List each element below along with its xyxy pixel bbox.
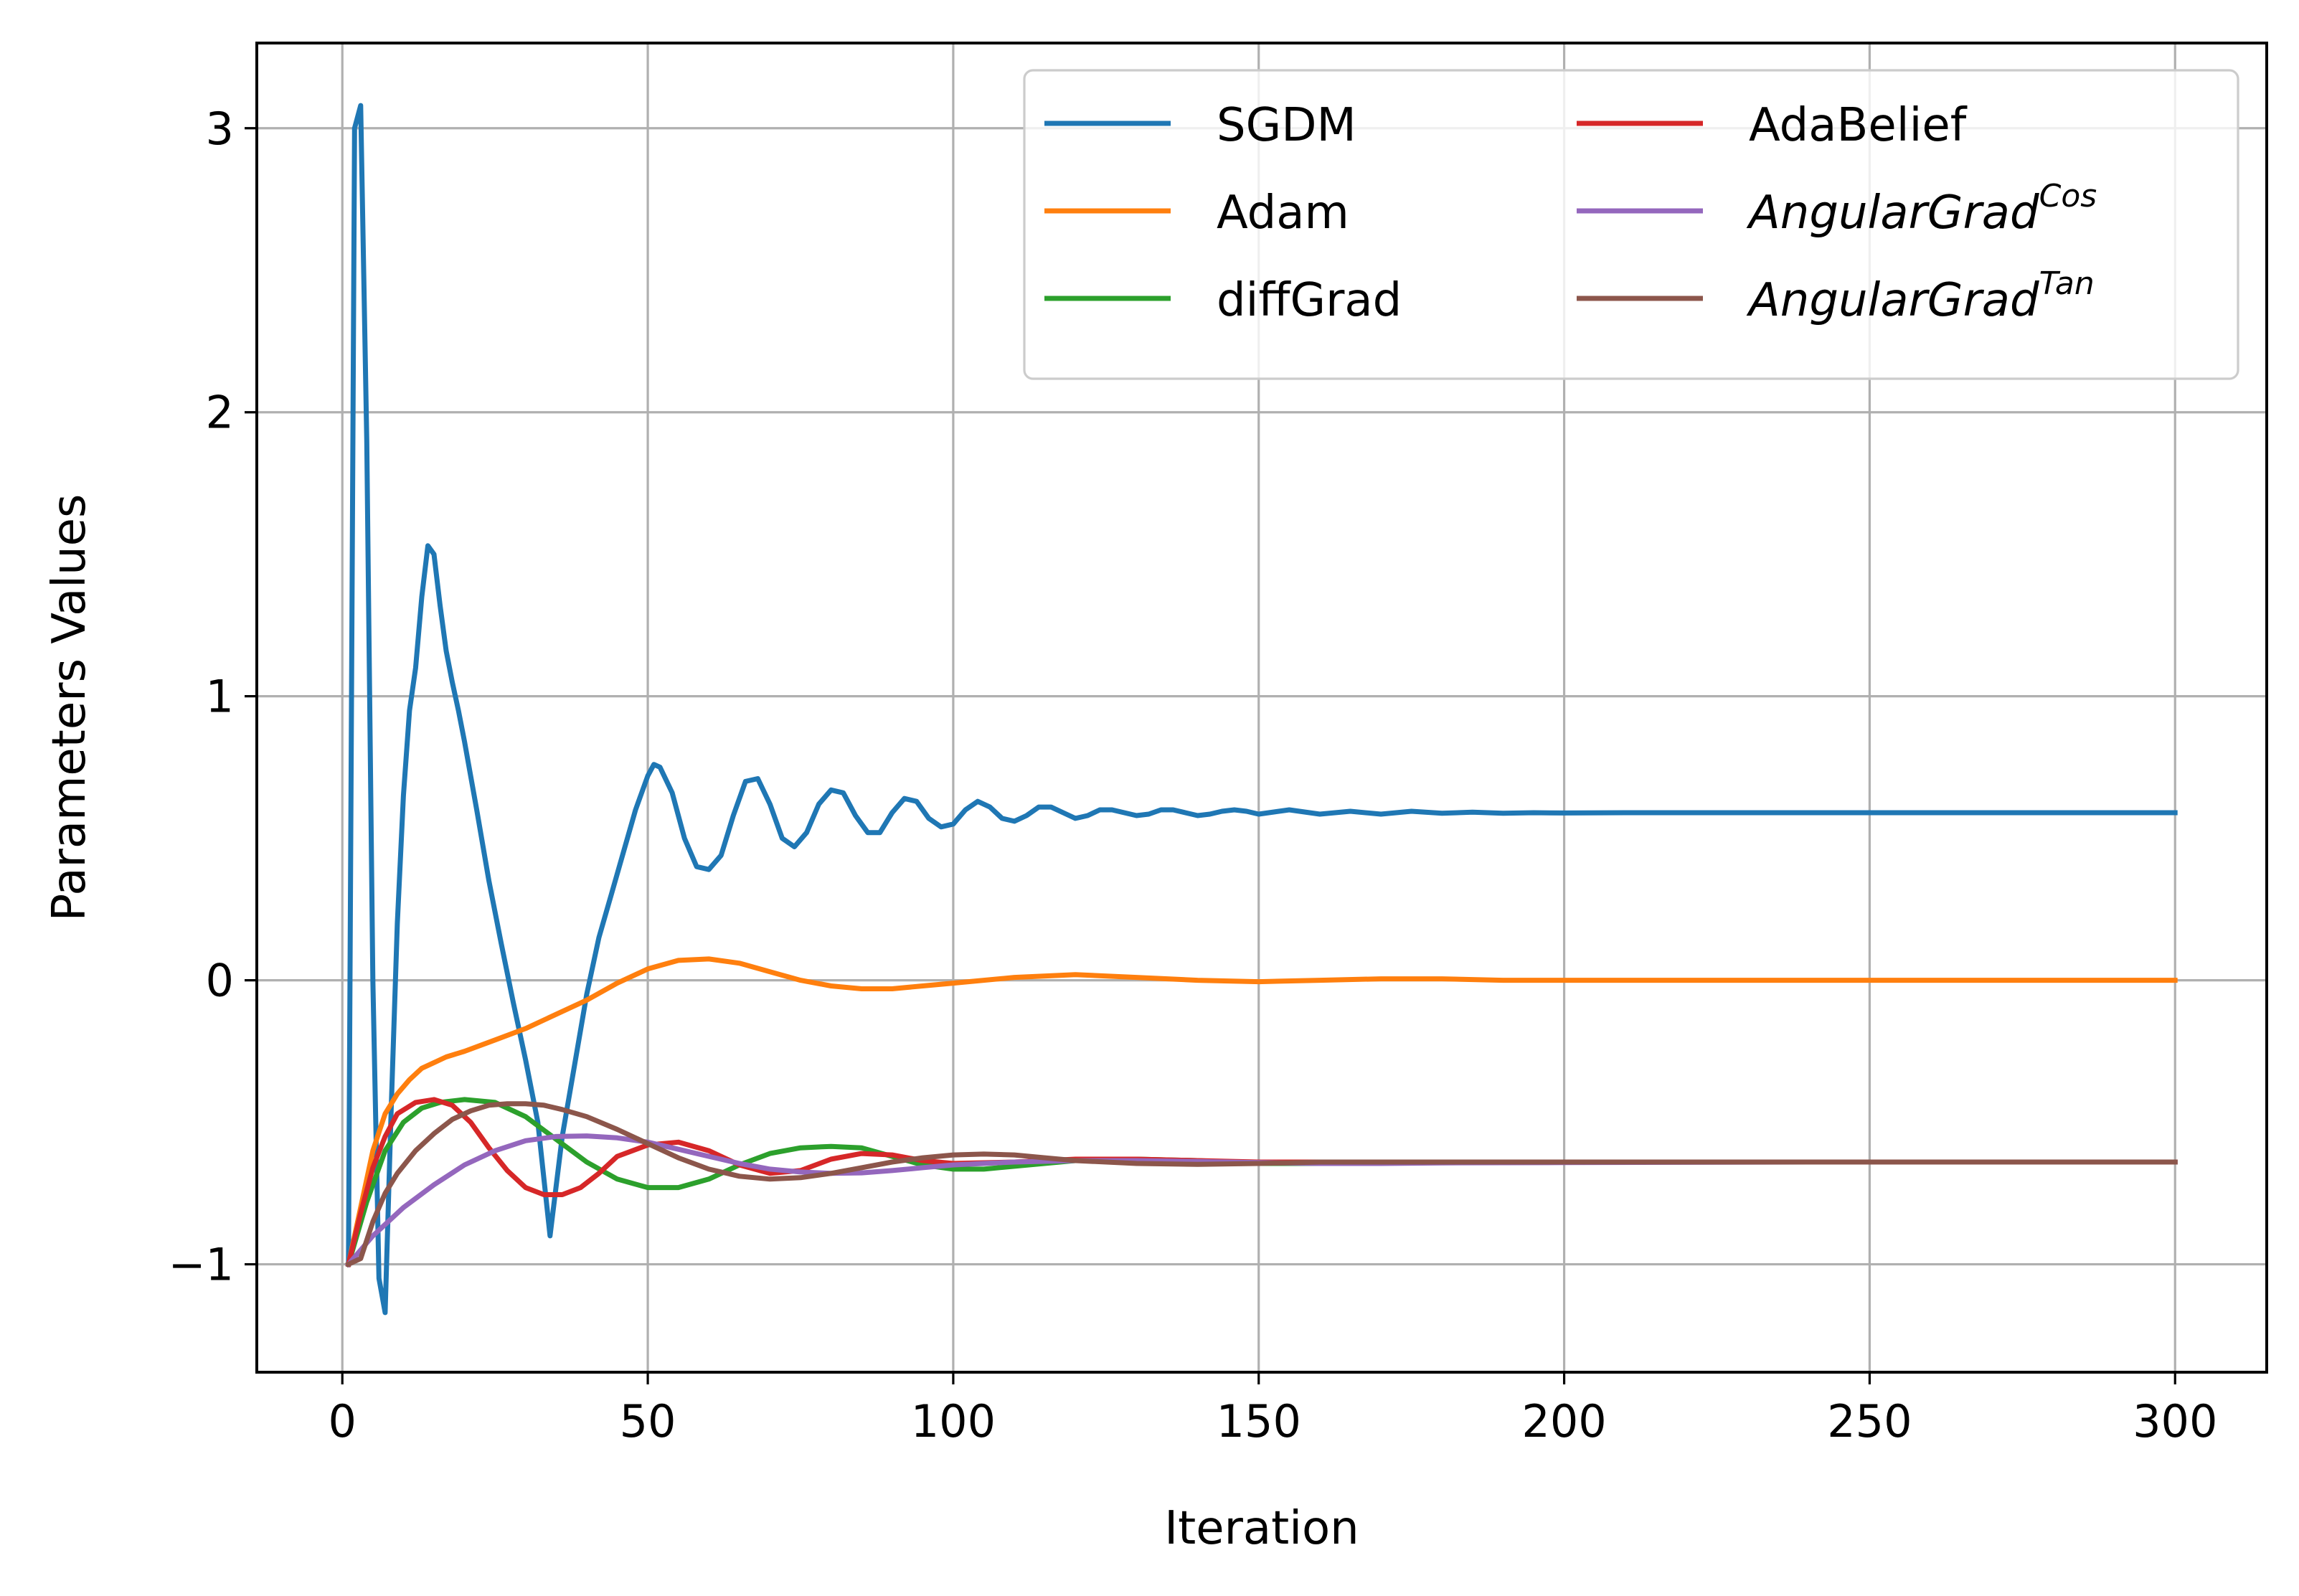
x-tick-label: 100: [911, 1395, 996, 1448]
x-tick-label: 200: [1521, 1395, 1606, 1448]
x-tick-label: 250: [1827, 1395, 1912, 1448]
legend-label-superscript: Tan: [2039, 265, 2095, 302]
series-lines: [344, 103, 2178, 1316]
y-tick-label: 0: [206, 955, 234, 1007]
series-line-sgdm: [346, 103, 2178, 1316]
legend-label: AngularGradTan: [1746, 265, 2095, 327]
y-tick-label: 1: [206, 671, 234, 723]
axis-ticks: 0 50 100 150 200 250 300 −1 0 1 2 3: [169, 103, 2218, 1448]
legend-label-text: Adam: [1217, 186, 1349, 240]
x-tick-label: 300: [2133, 1395, 2217, 1448]
legend-label-text: AngularGrad: [1746, 186, 2039, 240]
legend-label-text: diffGrad: [1217, 274, 1402, 327]
x-tick-label: 150: [1217, 1395, 1301, 1448]
legend-label-text: AngularGrad: [1746, 274, 2039, 327]
y-tick-label: 2: [206, 387, 234, 439]
legend-label: SGDM: [1217, 99, 1356, 152]
y-axis-title: Parameters Values: [43, 494, 96, 922]
legend-label: AdaBelief: [1749, 99, 1968, 152]
legend-label-text: AdaBelief: [1749, 99, 1968, 152]
series-line-adam: [345, 956, 2178, 1267]
legend: SGDMAdamdiffGradAdaBeliefAngularGradCosA…: [1023, 69, 2239, 380]
y-tick-label: −1: [169, 1239, 234, 1291]
x-axis-title: Iteration: [1164, 1502, 1359, 1555]
series-line-angulargrad-tan: [345, 1101, 2178, 1268]
x-tick-label: 0: [329, 1395, 357, 1448]
legend-label: Adam: [1217, 186, 1349, 240]
legend-label-text: SGDM: [1217, 99, 1356, 152]
legend-box: [1023, 69, 2239, 380]
legend-label: diffGrad: [1217, 274, 1402, 327]
y-tick-label: 3: [206, 103, 234, 155]
plot-frame: [255, 42, 2268, 1374]
legend-label-superscript: Cos: [2039, 178, 2097, 214]
legend-label: AngularGradCos: [1746, 178, 2097, 240]
x-tick-label: 50: [620, 1395, 676, 1448]
